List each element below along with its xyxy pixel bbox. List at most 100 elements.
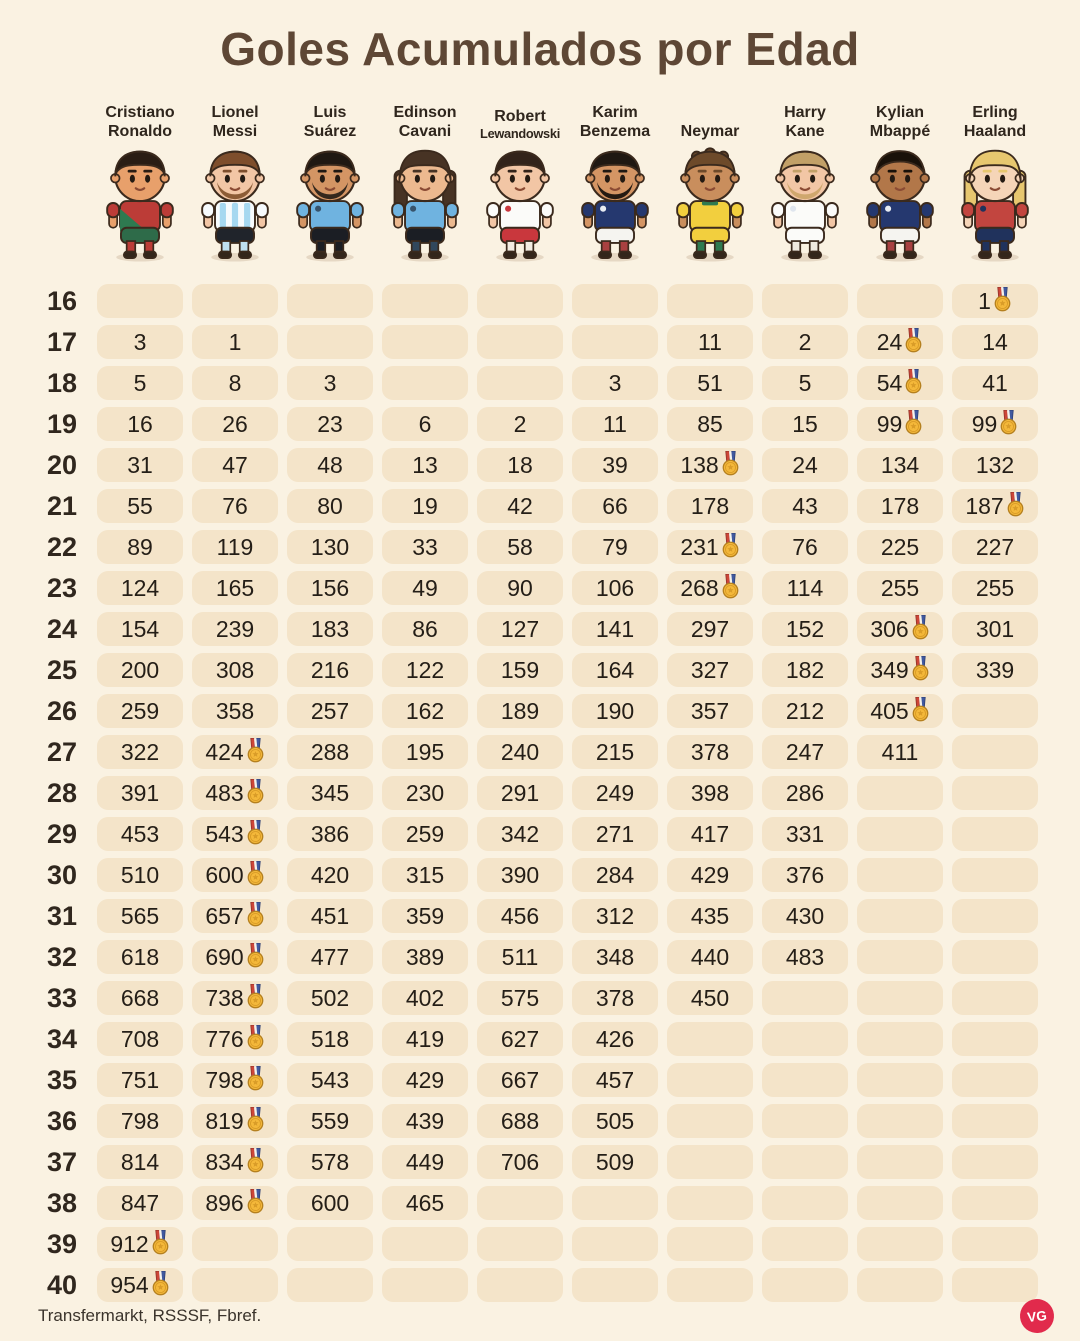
goals-value: 212 — [785, 697, 825, 724]
goals-value: 358 — [215, 697, 255, 724]
age-label: 24 — [46, 613, 78, 644]
goals-value: 348 — [595, 943, 635, 970]
goals-cell: 15 — [762, 407, 848, 441]
goals-cell — [952, 858, 1038, 892]
goals-value: 255 — [880, 574, 920, 601]
goals-value: 502 — [310, 984, 350, 1011]
goals-cell — [477, 1227, 563, 1261]
goals-cell — [667, 1104, 753, 1138]
goals-cell: 751 — [97, 1063, 183, 1097]
goals-cell — [857, 1186, 943, 1220]
goals-value: 122 — [405, 656, 445, 683]
goals-value: 195 — [405, 738, 445, 765]
goals-value: 86 — [412, 615, 438, 642]
goals-cell: 271 — [572, 817, 658, 851]
goals-cell: 315 — [382, 858, 468, 892]
goals-cell: 132 — [952, 448, 1038, 482]
goals-cell — [667, 1186, 753, 1220]
goals-cell: 54 — [857, 366, 943, 400]
gold-medal-icon — [247, 1188, 264, 1213]
goals-value: 411 — [881, 738, 919, 765]
player-name: Luis Suárez — [304, 94, 356, 142]
goals-cell: 312 — [572, 899, 658, 933]
player-avatar — [486, 150, 554, 262]
goals-cell: 114 — [762, 571, 848, 605]
player-name-line: Lionel — [211, 103, 259, 121]
player-name: Kylian Mbappé — [870, 94, 930, 142]
goals-value: 657 — [205, 902, 244, 929]
goals-cell — [667, 1063, 753, 1097]
goals-value: 359 — [405, 902, 445, 929]
goals-cell — [382, 366, 468, 400]
goals-value: 376 — [785, 861, 825, 888]
age-label: 31 — [46, 900, 78, 931]
goals-value: 518 — [310, 1025, 350, 1052]
goals-cell: 255 — [857, 571, 943, 605]
goals-value: 141 — [595, 615, 635, 642]
goals-cell: 195 — [382, 735, 468, 769]
goals-value: 420 — [310, 861, 350, 888]
goals-cell: 141 — [572, 612, 658, 646]
player-column-header: Lionel Messi — [192, 94, 278, 262]
goals-value: 429 — [405, 1066, 445, 1093]
goals-value: 130 — [310, 533, 350, 560]
goals-cell: 559 — [287, 1104, 373, 1138]
age-label: 32 — [46, 941, 78, 972]
goals-value: 41 — [982, 369, 1008, 396]
goals-value: 39 — [602, 451, 628, 478]
goals-cell: 190 — [572, 694, 658, 728]
goals-cell: 215 — [572, 735, 658, 769]
goals-value: 225 — [880, 533, 920, 560]
goals-value: 449 — [405, 1148, 445, 1175]
goals-value: 33 — [412, 533, 438, 560]
goals-cell — [952, 1063, 1038, 1097]
age-label: 35 — [46, 1064, 78, 1095]
gold-medal-icon — [247, 1147, 264, 1172]
player-name-line: Cristiano — [105, 103, 175, 121]
goals-cell: 216 — [287, 653, 373, 687]
goals-value: 24 — [792, 451, 818, 478]
goals-value: 3 — [323, 369, 337, 396]
goals-cell: 456 — [477, 899, 563, 933]
goals-value: 798 — [205, 1066, 244, 1093]
goals-value: 182 — [785, 656, 825, 683]
goals-cell — [382, 284, 468, 318]
player-name: Lionel Messi — [211, 94, 258, 142]
age-label: 23 — [46, 572, 78, 603]
age-label: 27 — [46, 736, 78, 767]
gold-medal-icon — [247, 819, 264, 844]
goals-value: 453 — [120, 820, 160, 847]
goals-value: 706 — [500, 1148, 540, 1175]
goals-cell — [952, 940, 1038, 974]
goals-cell: 247 — [762, 735, 848, 769]
goals-cell: 1 — [952, 284, 1038, 318]
age-label: 38 — [46, 1187, 78, 1218]
goals-cell: 386 — [287, 817, 373, 851]
player-name-line: Kylian — [875, 103, 924, 121]
goals-value: 291 — [500, 779, 540, 806]
goals-cell: 76 — [192, 489, 278, 523]
goals-cell: 162 — [382, 694, 468, 728]
gold-medal-icon — [247, 737, 264, 762]
goals-cell: 453 — [97, 817, 183, 851]
player-column-header: Edinson Cavani — [382, 94, 468, 262]
goals-cell: 667 — [477, 1063, 563, 1097]
goals-value: 66 — [602, 492, 628, 519]
goals-value: 55 — [127, 492, 153, 519]
goals-cell: 13 — [382, 448, 468, 482]
goals-cell: 239 — [192, 612, 278, 646]
goals-cell: 225 — [857, 530, 943, 564]
goals-cell: 48 — [287, 448, 373, 482]
age-label: 28 — [46, 777, 78, 808]
goals-cell: 89 — [97, 530, 183, 564]
goals-cell: 183 — [287, 612, 373, 646]
goals-value: 16 — [127, 410, 153, 437]
goals-cell: 259 — [97, 694, 183, 728]
goals-cell: 31 — [97, 448, 183, 482]
gold-medal-icon — [247, 1065, 264, 1090]
goals-value: 239 — [215, 615, 255, 642]
goals-cell: 483 — [192, 776, 278, 810]
goals-value: 308 — [215, 656, 255, 683]
player-name-line: Benzema — [579, 123, 651, 141]
goals-value: 798 — [120, 1107, 160, 1134]
